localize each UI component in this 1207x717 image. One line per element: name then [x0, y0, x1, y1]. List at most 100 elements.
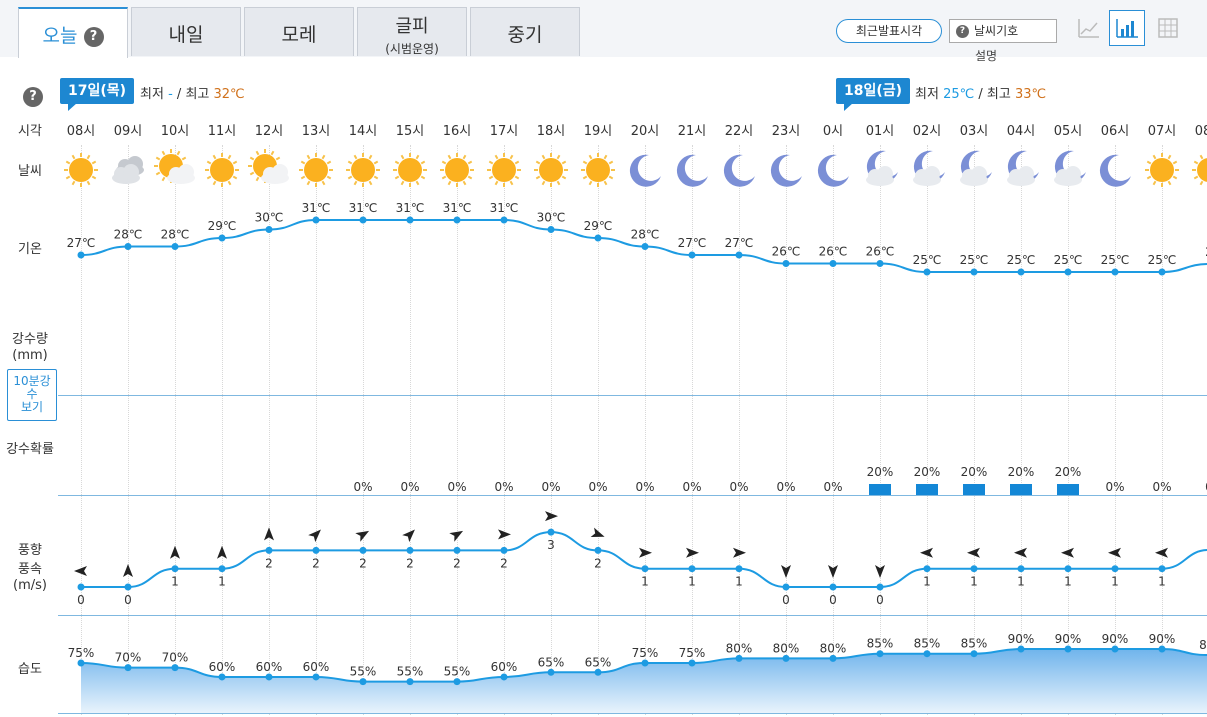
hour-label: 20시	[630, 124, 660, 139]
max-value: 33℃	[1014, 87, 1047, 102]
sun-ray	[249, 171, 255, 176]
min-value: -	[168, 87, 173, 102]
hour-label: 15시	[395, 124, 425, 139]
grid-line	[786, 145, 787, 715]
hour-label: 05시	[1053, 124, 1083, 139]
sun-ray	[255, 150, 260, 156]
sun-ray	[603, 154, 608, 160]
grid-line	[551, 145, 552, 715]
help-icon[interactable]: ?	[83, 26, 104, 47]
top-bar: 오늘 ? 내일 모레 글피 (시범운영) 중기 최근발표시각 ? 날씨기호 설명	[0, 0, 1207, 63]
sun-ray	[541, 180, 546, 186]
sun-ray	[347, 175, 353, 180]
moon-cloud-icon	[866, 150, 898, 186]
hour-label: 04시	[1006, 124, 1036, 139]
recent-release-button[interactable]: 최근발표시각	[836, 19, 942, 43]
sun-disc	[159, 154, 183, 178]
hour-label: 16시	[442, 124, 472, 139]
row-divider	[58, 495, 1207, 496]
max-label: 최고	[986, 87, 1011, 102]
bar-chart-view-button[interactable]	[1109, 10, 1145, 46]
sun-ray	[420, 160, 426, 165]
grid-line	[692, 145, 693, 715]
chart-help[interactable]: ?	[23, 86, 43, 107]
sun-ray	[306, 154, 311, 160]
tab-3[interactable]: 글피 (시범운영)	[357, 7, 467, 56]
tab-1[interactable]: 내일	[131, 7, 241, 56]
sun-ray	[447, 180, 452, 186]
hour-label: 02시	[912, 124, 942, 139]
sun-ray	[353, 154, 358, 160]
min10-line-3: 보기	[20, 400, 44, 414]
humidity-label: 8	[1199, 638, 1207, 652]
sun-ray	[65, 160, 71, 165]
cloud-puff	[272, 164, 288, 180]
ten-minute-precip-button[interactable]: 10분강 수 보기	[7, 369, 57, 421]
hour-label: 01시	[865, 124, 895, 139]
sun-ray	[227, 154, 232, 160]
row-divider	[58, 713, 1207, 714]
cloud-body	[167, 172, 195, 184]
sun-ray	[1193, 175, 1199, 180]
sun-ray	[155, 171, 161, 176]
weather-symbol-legend-button[interactable]: ? 날씨기호	[949, 19, 1057, 43]
grid-line	[222, 145, 223, 715]
sun-ray	[462, 154, 467, 160]
sun-ray	[275, 156, 281, 161]
sun-ray	[206, 175, 212, 180]
sun-ray	[326, 160, 332, 165]
hour-label: 19시	[583, 124, 613, 139]
sun-ray	[275, 171, 281, 176]
moon-shape	[960, 150, 992, 183]
grid-line	[833, 145, 834, 715]
day-badge-tomorrow: 18일(금)	[836, 78, 911, 111]
sun-ray	[212, 180, 217, 186]
tab-0[interactable]: 오늘 ?	[18, 7, 128, 58]
sun-ray	[176, 150, 181, 156]
moon-shape	[866, 150, 898, 183]
table-view-button[interactable]	[1149, 10, 1185, 46]
day-minmax-tomorrow: 최저 25℃ / 최고 33℃	[915, 83, 1046, 102]
grid-line	[880, 145, 881, 715]
tab-2[interactable]: 모레	[244, 7, 354, 56]
tab-sublabel: (시범운영)	[385, 42, 439, 56]
sun-ray	[176, 176, 181, 182]
sun-ray	[1152, 154, 1157, 160]
sun-ray	[462, 180, 467, 186]
sun-ray	[420, 175, 426, 180]
sun-ray	[494, 180, 499, 186]
sun-ray	[353, 180, 358, 186]
sun-ray	[232, 160, 238, 165]
sun-ray	[535, 160, 541, 165]
sun-ray	[212, 154, 217, 160]
sun-ray	[300, 175, 306, 180]
sun-ray	[415, 154, 420, 160]
hour-label: 08시	[1194, 124, 1207, 139]
sun-ray	[488, 160, 494, 165]
row-label-precip-amount: 강수량	[12, 332, 48, 347]
sun-ray	[561, 160, 567, 165]
sun-ray	[71, 154, 76, 160]
hour-label: 11시	[207, 124, 237, 139]
day-badge-today: 17일(목)	[60, 78, 135, 111]
tab-label: 중기	[507, 24, 543, 46]
moon-shape	[913, 150, 945, 183]
sun-ray	[556, 180, 561, 186]
tab-4[interactable]: 중기	[470, 7, 580, 56]
separator: /	[978, 87, 983, 102]
grid-line	[504, 145, 505, 715]
sun-ray	[373, 160, 379, 165]
sun-ray	[394, 175, 400, 180]
sun-ray	[306, 180, 311, 186]
sun-ray	[347, 160, 353, 165]
sun-ray	[1172, 160, 1178, 165]
hour-label: 18시	[536, 124, 566, 139]
sun-ray	[588, 154, 593, 160]
sun-disc	[1197, 158, 1207, 182]
line-chart-view-button[interactable]	[1071, 10, 1107, 46]
row-label-weather: 날씨	[18, 164, 42, 179]
grid-line	[1162, 145, 1163, 715]
grid-line	[645, 145, 646, 715]
sun-ray	[441, 175, 447, 180]
wind-speed-line	[81, 531, 1207, 588]
